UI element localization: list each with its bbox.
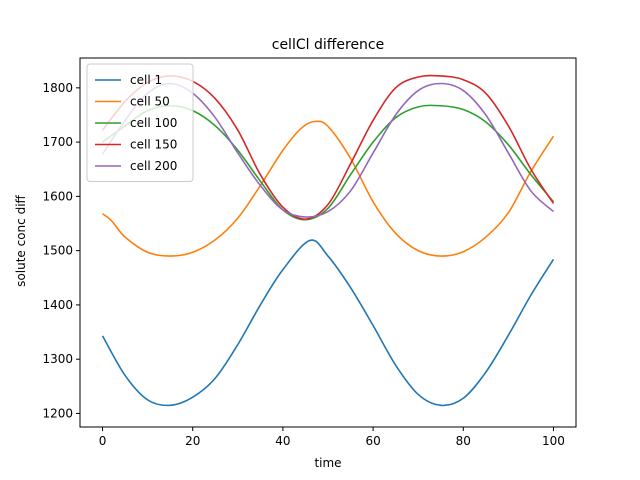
legend-label: cell 50 bbox=[130, 95, 170, 109]
y-axis-label: solute conc diff bbox=[14, 194, 28, 286]
y-tick-label: 1200 bbox=[42, 406, 73, 420]
x-tick-label: 0 bbox=[99, 434, 107, 448]
legend-box bbox=[86, 63, 194, 182]
legend-label: cell 100 bbox=[130, 116, 177, 130]
x-axis-label: time bbox=[314, 456, 341, 470]
legend-label: cell 150 bbox=[130, 138, 177, 152]
legend: cell 1 cell 50 cell 100 cell 150 cell 200 bbox=[86, 63, 194, 182]
series-line-cell-1 bbox=[101, 239, 555, 407]
legend-label: cell 1 bbox=[130, 73, 162, 87]
y-tick-label: 1400 bbox=[42, 298, 73, 312]
x-tick-label: 60 bbox=[365, 434, 380, 448]
y-tick-label: 1600 bbox=[42, 189, 73, 203]
y-tick-label: 1300 bbox=[42, 352, 73, 366]
chart-title: cellCl difference bbox=[272, 37, 385, 53]
x-tick-label: 40 bbox=[275, 434, 290, 448]
x-tick-label: 20 bbox=[185, 434, 200, 448]
y-tick-label: 1500 bbox=[42, 244, 73, 258]
x-tick-label: 80 bbox=[456, 434, 471, 448]
y-axis: 1200 1300 1400 1500 1600 1700 1800 bbox=[42, 81, 80, 420]
y-tick-label: 1700 bbox=[42, 135, 73, 149]
y-tick-label: 1800 bbox=[42, 81, 73, 95]
plot-frame bbox=[79, 57, 577, 428]
legend-label: cell 200 bbox=[130, 159, 177, 173]
series-line-cell-50 bbox=[102, 120, 555, 257]
x-axis: 0 20 40 60 80 100 bbox=[99, 427, 565, 448]
x-tick-label: 100 bbox=[542, 434, 565, 448]
